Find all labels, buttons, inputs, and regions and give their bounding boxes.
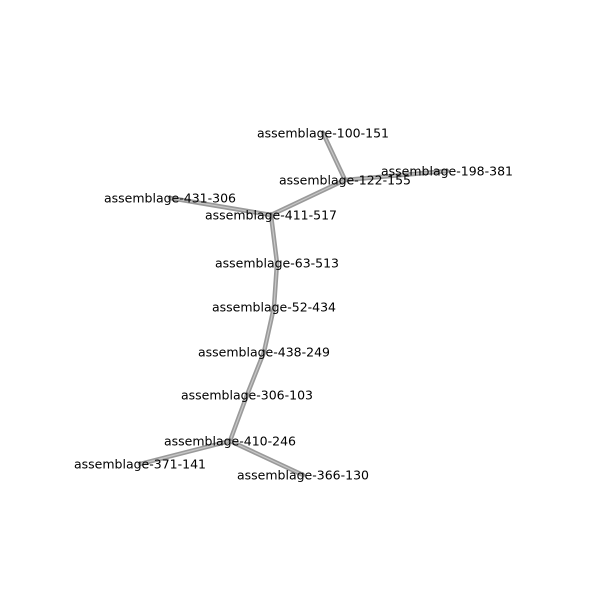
node-label-n198: assemblage-198-381 bbox=[381, 164, 513, 179]
edge-highlight bbox=[263, 306, 275, 353]
edge-highlight bbox=[344, 170, 448, 181]
edge-highlight bbox=[246, 351, 265, 396]
edge-n306-n410 bbox=[227, 392, 250, 444]
edge-highlight bbox=[270, 214, 278, 264]
node-label-n411: assemblage-411-517 bbox=[205, 208, 337, 223]
edge-n411-n63 bbox=[268, 212, 280, 266]
edge-n100-n122 bbox=[320, 130, 348, 183]
node-label-n371: assemblage-371-141 bbox=[74, 457, 206, 472]
edge-n122-n411 bbox=[268, 177, 348, 218]
edge-n63-n52 bbox=[271, 260, 280, 310]
edge-highlight bbox=[139, 440, 231, 465]
node-label-n366: assemblage-366-130 bbox=[237, 468, 369, 483]
node-label-n52: assemblage-52-434 bbox=[212, 300, 336, 315]
edge-n410-n366 bbox=[227, 438, 306, 478]
node-label-n431: assemblage-431-306 bbox=[104, 191, 236, 206]
edges-layer bbox=[137, 130, 450, 478]
node-label-n122: assemblage-122-155 bbox=[279, 173, 411, 188]
edge-n122-n198 bbox=[342, 168, 450, 183]
edge-highlight bbox=[229, 394, 248, 442]
node-label-n306: assemblage-306-103 bbox=[181, 388, 313, 403]
edge-highlight bbox=[229, 440, 304, 476]
node-label-n63: assemblage-63-513 bbox=[215, 256, 339, 271]
node-label-n438: assemblage-438-249 bbox=[198, 345, 330, 360]
edge-highlight bbox=[322, 132, 346, 181]
edge-highlight bbox=[270, 179, 346, 216]
node-label-n410: assemblage-410-246 bbox=[164, 434, 296, 449]
edge-n52-n438 bbox=[261, 304, 277, 355]
edge-n410-n371 bbox=[137, 438, 233, 467]
edge-highlight bbox=[169, 197, 272, 216]
edge-n431-n411 bbox=[167, 195, 274, 218]
edge-n438-n306 bbox=[244, 349, 267, 398]
edge-highlight bbox=[273, 262, 278, 308]
node-label-n100: assemblage-100-151 bbox=[257, 126, 389, 141]
labels-layer: assemblage-100-151assemblage-198-381asse… bbox=[74, 126, 513, 483]
